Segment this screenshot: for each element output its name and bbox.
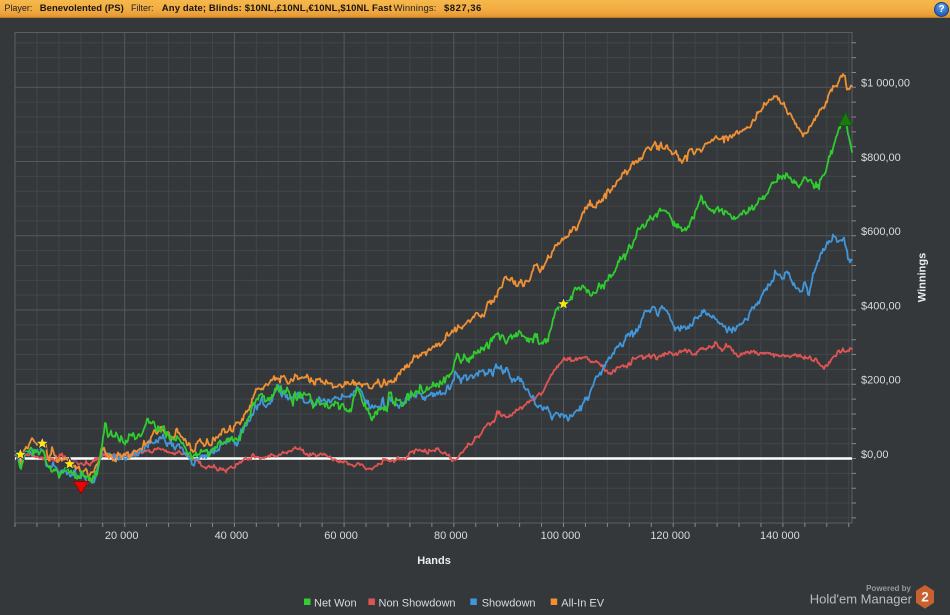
svg-text:All-In EV: All-In EV <box>561 598 604 610</box>
svg-text:Non Showdown: Non Showdown <box>379 598 456 610</box>
svg-text:40 000: 40 000 <box>215 530 249 542</box>
svg-text:20 000: 20 000 <box>105 530 139 542</box>
svg-text:$200,00: $200,00 <box>861 375 901 387</box>
svg-text:$1 000,00: $1 000,00 <box>861 78 910 90</box>
svg-text:$400,00: $400,00 <box>861 300 901 312</box>
svg-text:Net Won: Net Won <box>314 598 357 610</box>
svg-text:Hands: Hands <box>417 555 451 567</box>
svg-text:Powered by: Powered by <box>866 584 911 593</box>
svg-text:140 000: 140 000 <box>760 530 800 542</box>
svg-text:Showdown: Showdown <box>482 598 536 610</box>
svg-text:Hold'em Manager: Hold'em Manager <box>810 592 913 607</box>
svg-text:80 000: 80 000 <box>434 530 468 542</box>
svg-text:100 000: 100 000 <box>541 530 581 542</box>
svg-text:$0,00: $0,00 <box>861 449 889 461</box>
svg-text:Winnings: Winnings <box>917 253 929 302</box>
svg-text:60 000: 60 000 <box>324 530 358 542</box>
svg-text:2: 2 <box>921 590 929 605</box>
svg-text:120 000: 120 000 <box>650 530 690 542</box>
svg-text:$800,00: $800,00 <box>861 152 901 164</box>
svg-text:$600,00: $600,00 <box>861 226 901 238</box>
